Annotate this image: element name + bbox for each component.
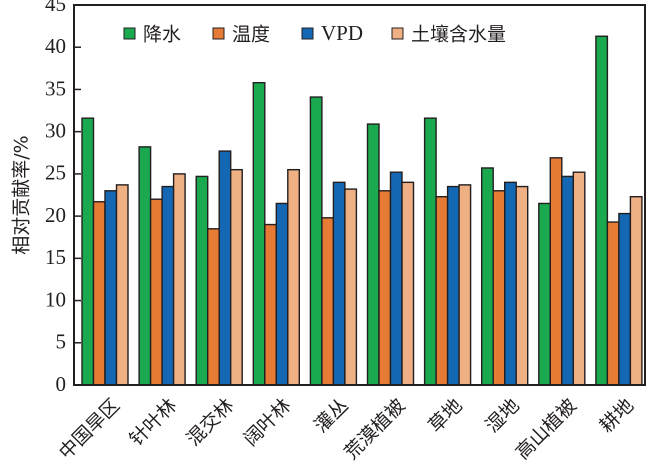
bar-土壤含水量-高山植被 xyxy=(572,171,586,386)
bar-VPD-中国旱区 xyxy=(104,190,118,386)
bar-降水-阔叶林 xyxy=(252,81,266,386)
bar-温度-阔叶林 xyxy=(264,223,277,386)
y-tick-label: 40 xyxy=(45,34,66,58)
bar-温度-中国旱区 xyxy=(92,201,106,386)
bar-降水-灌丛 xyxy=(309,96,323,386)
bar-土壤含水量-耕地 xyxy=(629,195,643,386)
x-tick-label: 耕地 xyxy=(596,395,638,437)
legend-label-2: VPD xyxy=(321,21,363,45)
x-tick-label: 高山植被 xyxy=(512,395,581,464)
bar-VPD-高山植被 xyxy=(561,175,574,386)
bar-土壤含水量-针叶林 xyxy=(172,173,186,386)
legend-swatch-2 xyxy=(301,27,314,40)
bar-温度-针叶林 xyxy=(149,198,163,386)
legend-label-1: 温度 xyxy=(232,24,270,46)
x-tick-label: 针叶林 xyxy=(125,395,181,451)
legend-swatch-3 xyxy=(391,27,404,40)
y-axis-label: 相对贡献率/% xyxy=(11,135,33,254)
bar-降水-湿地 xyxy=(481,167,494,386)
legend: 降水 温度 VPD 土壤含水量 xyxy=(123,21,506,46)
bar-土壤含水量-灌丛 xyxy=(344,188,358,386)
x-tick-label: 湿地 xyxy=(481,395,523,437)
legend-swatch-0 xyxy=(123,27,136,40)
bar-土壤含水量-荒漠植被 xyxy=(401,181,415,386)
bar-土壤含水量-中国旱区 xyxy=(115,184,129,386)
bar-VPD-耕地 xyxy=(618,212,632,386)
plot-frame xyxy=(73,4,646,386)
bar-降水-荒漠植被 xyxy=(366,123,380,386)
x-tick-label: 草地 xyxy=(424,395,466,437)
bars-layer xyxy=(81,35,643,386)
bar-降水-高山植被 xyxy=(538,202,551,386)
x-tick-label: 中国旱区 xyxy=(55,395,124,464)
y-tick-label: 10 xyxy=(45,287,66,311)
bar-VPD-灌丛 xyxy=(332,181,346,386)
bar-温度-混交林 xyxy=(206,228,220,386)
y-tick-label: 15 xyxy=(45,245,66,269)
bar-温度-高山植被 xyxy=(549,157,563,386)
x-tick-label: 灌丛 xyxy=(310,395,352,437)
bar-VPD-针叶林 xyxy=(161,185,175,386)
y-tick-label: 25 xyxy=(45,161,66,185)
bar-温度-灌丛 xyxy=(321,217,335,386)
bar-土壤含水量-阔叶林 xyxy=(287,168,300,386)
x-tick-label: 阔叶林 xyxy=(240,395,296,451)
x-tick-label: 混交林 xyxy=(182,395,238,451)
bar-VPD-湿地 xyxy=(504,181,517,386)
y-tick-label: 30 xyxy=(45,118,66,142)
bar-温度-草地 xyxy=(435,195,449,386)
y-tick-label: 45 xyxy=(45,0,66,16)
y-tick-label: 20 xyxy=(45,203,66,227)
bar-降水-耕地 xyxy=(595,35,609,386)
bar-土壤含水量-草地 xyxy=(458,184,472,386)
bar-降水-中国旱区 xyxy=(81,117,95,386)
bar-降水-草地 xyxy=(423,117,437,386)
bar-降水-针叶林 xyxy=(138,146,152,386)
y-tick-label: 35 xyxy=(45,76,66,100)
bar-降水-混交林 xyxy=(195,175,209,386)
x-tick-label: 荒漠植被 xyxy=(340,395,409,464)
bar-温度-耕地 xyxy=(606,221,620,386)
bar-VPD-草地 xyxy=(446,185,460,386)
bar-VPD-阔叶林 xyxy=(275,202,289,386)
legend-label-3: 土壤含水量 xyxy=(411,24,506,46)
y-tick-label: 0 xyxy=(56,372,67,396)
bar-VPD-混交林 xyxy=(218,150,232,386)
y-axis: 0 5 10 15 20 25 30 35 40 45 xyxy=(45,0,81,396)
legend-swatch-1 xyxy=(212,27,225,40)
y-tick-label: 5 xyxy=(56,330,67,354)
bar-土壤含水量-混交林 xyxy=(229,168,243,386)
bar-温度-荒漠植被 xyxy=(378,190,392,386)
bar-温度-湿地 xyxy=(492,190,506,386)
legend-label-0: 降水 xyxy=(143,24,181,46)
bar-VPD-荒漠植被 xyxy=(389,171,403,386)
bar-土壤含水量-湿地 xyxy=(515,185,529,386)
